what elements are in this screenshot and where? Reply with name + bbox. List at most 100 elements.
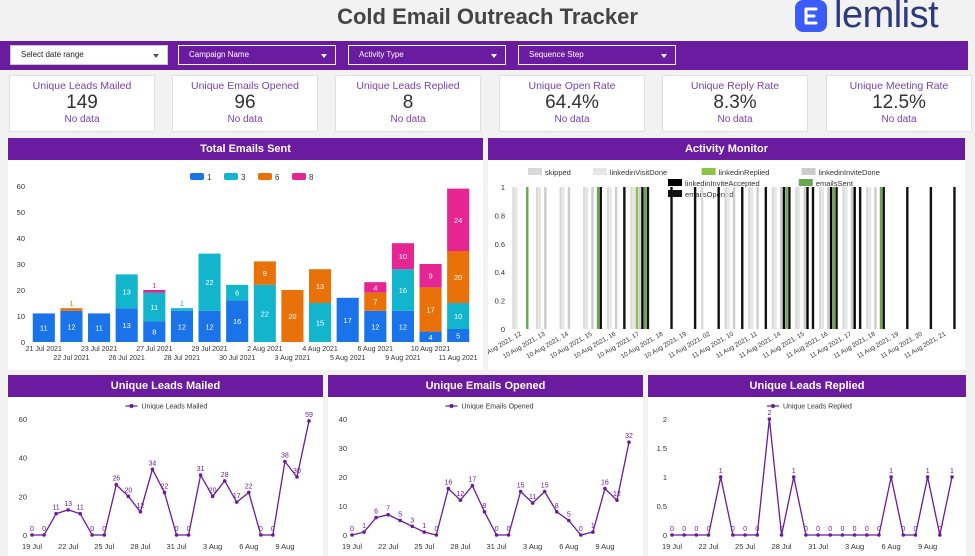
- x-tick-label: 9 Aug 2021: [385, 355, 421, 362]
- data-label: 1: [180, 299, 184, 308]
- bar: [638, 187, 641, 329]
- y-tick-label: 1: [501, 183, 505, 192]
- point: [350, 533, 354, 537]
- data-label: 0: [175, 526, 179, 533]
- panel-title: Unique Leads Mailed: [8, 375, 323, 397]
- x-tick-label: 31 Jul: [167, 542, 187, 551]
- data-label: 20: [124, 487, 132, 494]
- bar: [879, 187, 883, 329]
- data-label: 0: [828, 526, 832, 533]
- point: [682, 533, 686, 537]
- bar: [741, 187, 744, 329]
- point: [186, 533, 191, 537]
- data-label: 0: [350, 526, 354, 533]
- data-label: 10: [399, 252, 407, 261]
- data-label: 8: [555, 503, 559, 510]
- point: [234, 500, 239, 504]
- bar: [795, 187, 798, 329]
- point: [670, 533, 674, 537]
- point: [779, 533, 784, 537]
- legend-label: 6: [275, 173, 280, 182]
- bar: [526, 187, 529, 329]
- data-label: 2: [767, 410, 771, 417]
- kpi-note: No data: [227, 114, 263, 125]
- kpi-note: No data: [390, 114, 426, 125]
- bar: [750, 187, 754, 329]
- data-label: 15: [541, 483, 549, 490]
- data-label: 10: [454, 312, 462, 321]
- data-label: 12: [136, 503, 144, 510]
- bar: [591, 187, 594, 329]
- bar-segment: [391, 269, 414, 311]
- data-label: 22: [161, 483, 169, 490]
- campaign-dropdown[interactable]: Campaign Name: [178, 45, 336, 65]
- x-tick-label: 10 Aug 2021: [411, 346, 450, 353]
- bar-segment: [198, 310, 221, 342]
- point: [603, 486, 607, 491]
- data-label: 12: [399, 322, 407, 331]
- activity-type-dropdown[interactable]: Activity Type: [348, 45, 506, 65]
- y-tick-label: 1: [663, 473, 667, 482]
- data-label: 3: [410, 517, 414, 524]
- bar: [906, 187, 909, 329]
- legend-swatch: [701, 168, 716, 175]
- data-label: 30: [293, 468, 301, 475]
- point: [42, 533, 46, 537]
- x-tick-label: 27 Jul 2021: [136, 346, 172, 353]
- panel-title: Activity Monitor: [488, 138, 965, 160]
- legend-label: Unique Leads Mailed: [142, 404, 208, 411]
- point: [446, 486, 451, 491]
- bar: [788, 187, 791, 329]
- data-label: 0: [434, 526, 438, 533]
- bar: [748, 187, 751, 329]
- point: [828, 533, 833, 537]
- data-label: 12: [456, 491, 464, 498]
- data-label: 32: [625, 433, 633, 440]
- kpi-value: 12.5%: [872, 92, 926, 113]
- point: [816, 533, 820, 537]
- point: [925, 475, 930, 479]
- y-tick-label: 60: [19, 415, 27, 424]
- y-tick-label: 0.4: [495, 268, 505, 277]
- point: [30, 533, 34, 537]
- bar: [535, 187, 539, 329]
- data-label: 0: [840, 526, 844, 533]
- y-tick-label: 2: [663, 415, 667, 424]
- kpi-label: Unique Meeting Rate: [849, 80, 949, 92]
- point: [259, 533, 263, 537]
- point: [198, 473, 203, 477]
- x-tick-label: 21 Jul 2021: [26, 346, 62, 353]
- data-label: 12: [205, 322, 213, 331]
- bar: [693, 187, 697, 329]
- legend-label: linkedinInviteAccepted: [685, 179, 760, 188]
- data-label: 1: [926, 468, 930, 475]
- x-tick-label: 19 Jul: [662, 542, 682, 551]
- legend-label: Unique Emails Opened: [462, 404, 534, 411]
- data-label: 6: [374, 509, 378, 516]
- y-tick-label: 0.6: [495, 240, 505, 249]
- bar: [515, 187, 518, 329]
- point: [422, 530, 427, 534]
- data-label: 0: [30, 526, 34, 533]
- data-label: 9: [263, 269, 267, 278]
- data-label: 0: [507, 526, 511, 533]
- y-tick-label: 0: [23, 531, 27, 540]
- data-label: 1: [69, 299, 73, 308]
- point: [579, 533, 583, 537]
- point: [718, 475, 723, 479]
- x-tick-label: 3 Aug 2021: [275, 355, 311, 362]
- bar: [835, 187, 838, 329]
- date-range-dropdown[interactable]: Select date range: [10, 45, 168, 65]
- caret: [321, 54, 327, 58]
- x-tick-label: 22 Jul: [699, 542, 719, 551]
- bar: [606, 187, 610, 329]
- bar: [599, 187, 602, 329]
- data-label: 0: [755, 526, 759, 533]
- data-label: 6: [235, 289, 239, 298]
- x-tick-label: 4 Aug 2021: [302, 346, 338, 353]
- sequence-step-dropdown[interactable]: Sequence Step: [518, 45, 676, 65]
- bar-segment: [447, 303, 470, 329]
- data-label: 0: [816, 526, 820, 533]
- kpi-value: 64.4%: [545, 92, 599, 113]
- bar: [596, 187, 600, 329]
